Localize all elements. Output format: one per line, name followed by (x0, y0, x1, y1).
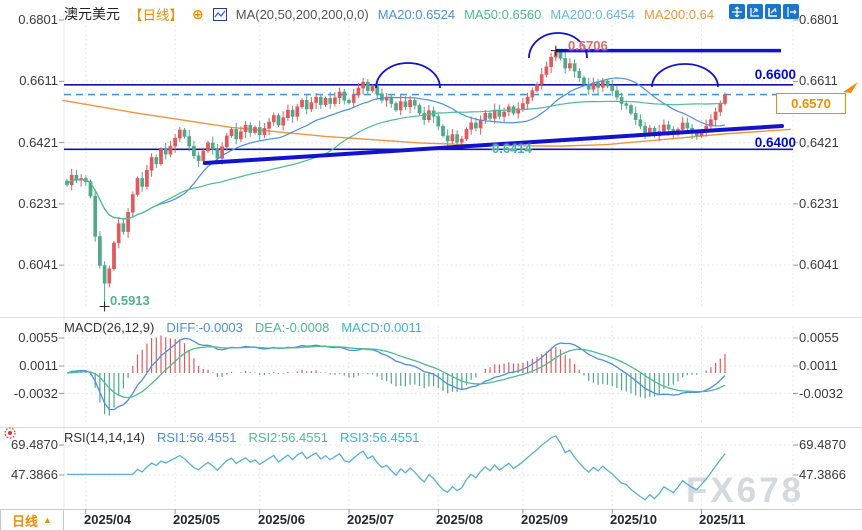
move-icon[interactable] (729, 4, 745, 19)
macd-diff-line (66, 337, 726, 411)
fx678-watermark: FX678 (686, 471, 805, 510)
rsi-label-left-1: 47.3866 (11, 467, 58, 482)
ma20-value: MA20:0.6524 (377, 6, 456, 22)
rsi1-value: RSI1:56.4551 (156, 430, 237, 445)
rsi-title: RSI(14,14,14) (64, 430, 145, 445)
tab-daily-label: 日线 (12, 513, 39, 529)
rsi-label-right-1: 47.3866 (799, 467, 846, 482)
ma50-line (66, 100, 726, 220)
x-label-3: 2025/07 (347, 512, 394, 527)
macd-label-right-0: 0.0055 (799, 330, 839, 345)
macd-label-left-0: 0.0055 (18, 330, 58, 345)
axis-scale-icon[interactable] (765, 4, 781, 19)
ma50-value: MA50:0.6560 (464, 6, 542, 22)
x-label-2: 2025/06 (258, 512, 305, 527)
ma200a-value: MA200:0.6454 (550, 6, 635, 22)
x-label-0: 2025/04 (84, 512, 131, 527)
y-label-left-4: 0.6041 (18, 257, 58, 272)
chart-legend: 澳元美元 【日线】 ⊕ MA(20,50,200,200,0,0) MA20:0… (64, 4, 721, 24)
y-label-left-0: 0.6801 (18, 12, 58, 27)
macd-macd-value: MACD:0.0011 (341, 320, 423, 335)
y-label-right-3: 0.6231 (799, 196, 839, 211)
rsi3-value: RSI3:56.4551 (339, 430, 420, 445)
macd-dea-line (66, 345, 726, 399)
y-label-right-1: 0.6611 (799, 73, 838, 88)
symbol-title: 澳元美元 (64, 6, 120, 22)
y-label-right-2: 0.6421 (799, 135, 839, 150)
y-label-left-1: 0.6611 (19, 73, 58, 88)
price-arrow-icon (843, 82, 858, 93)
candles-layer (65, 50, 727, 307)
low-price-annotation: 0.5913 (110, 293, 150, 308)
macd-label-left-2: -0.0032 (13, 386, 58, 401)
x-label-7: 2025/11 (699, 512, 746, 527)
rsi-label-left-0: 69.4870 (11, 437, 58, 452)
x-label-5: 2025/09 (521, 512, 568, 527)
macd-label-left-1: 0.0011 (19, 358, 58, 373)
high-price-annotation: 0.6706 (568, 38, 608, 53)
rsi-line (67, 435, 726, 501)
rsi2-value: RSI2:56.4551 (248, 430, 328, 445)
ma200b-value: MA200:0.64 (643, 6, 715, 22)
rsi-header: RSI(14,14,14) RSI1:56.4551 RSI2:56.4551 … (64, 430, 419, 445)
axis-zoom-icon[interactable] (747, 4, 763, 19)
axis-ticks (59, 19, 798, 514)
resistance-label: 0.6600 (754, 67, 796, 82)
x-label-6: 2025/10 (610, 512, 657, 527)
macd-dea-value: DEA:-0.0008 (254, 320, 330, 335)
ma200-value-annotation: 0.6414 (492, 141, 532, 156)
macd-header: MACD(26,12,9) DIFF:-0.0003 DEA:-0.0008 M… (64, 320, 422, 335)
annotation-layer (99, 32, 784, 312)
y-label-right-0: 0.6801 (799, 12, 839, 27)
y-label-left-2: 0.6421 (18, 135, 58, 150)
macd-title: MACD(26,12,9) (64, 320, 155, 335)
chart-toolbar (729, 4, 799, 19)
x-label-1: 2025/05 (173, 512, 220, 527)
chart-type-icon[interactable] (212, 7, 227, 21)
x-label-4: 2025/08 (436, 512, 483, 527)
y-label-right-4: 0.6041 (799, 257, 839, 272)
ma-params: MA(20,50,200,200,0,0) (235, 6, 369, 22)
triangle-up-icon: ▲ (43, 515, 52, 525)
tab-daily[interactable]: 日线 ▲ (0, 509, 64, 530)
macd-diff-value: DIFF:-0.0003 (166, 320, 243, 335)
period-tag: 【日线】 (129, 8, 183, 23)
indicator-settings-icon[interactable] (3, 426, 17, 440)
macd-label-right-2: -0.0032 (799, 386, 844, 401)
ma20-line (66, 77, 726, 220)
macd-layer (66, 335, 726, 416)
support-label: 0.6400 (754, 135, 796, 150)
current-price-badge: 0.6570 (776, 93, 846, 114)
pan-right-icon[interactable] (783, 4, 799, 19)
macd-label-right-1: 0.0011 (799, 358, 838, 373)
rsi-label-right-0: 69.4870 (799, 437, 846, 452)
y-label-left-3: 0.6231 (18, 196, 58, 211)
add-indicator-icon[interactable]: ⊕ (192, 5, 204, 22)
